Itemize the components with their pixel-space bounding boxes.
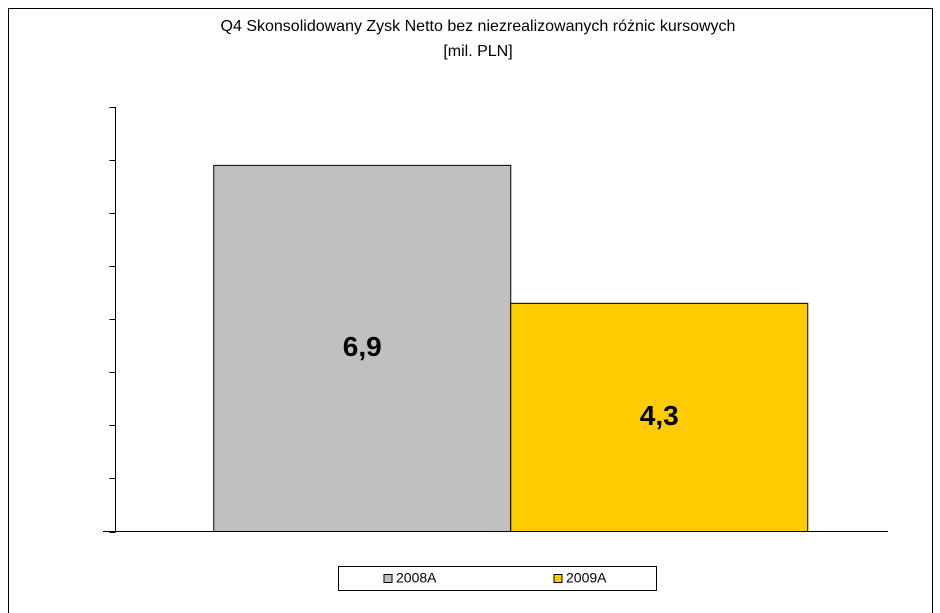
legend-swatch <box>553 574 563 583</box>
legend-label: 2009A <box>566 570 607 586</box>
bar <box>213 164 512 532</box>
legend-swatch <box>383 574 393 583</box>
bar <box>510 302 809 532</box>
chart-title: Q4 Skonsolidowany Zysk Netto bez niezrea… <box>221 18 736 35</box>
legend-label: 2008A <box>396 570 437 586</box>
data-label: 4,3 <box>640 400 679 431</box>
chart-subtitle: [mil. PLN] <box>443 43 512 60</box>
data-label: 6,9 <box>343 331 382 362</box>
